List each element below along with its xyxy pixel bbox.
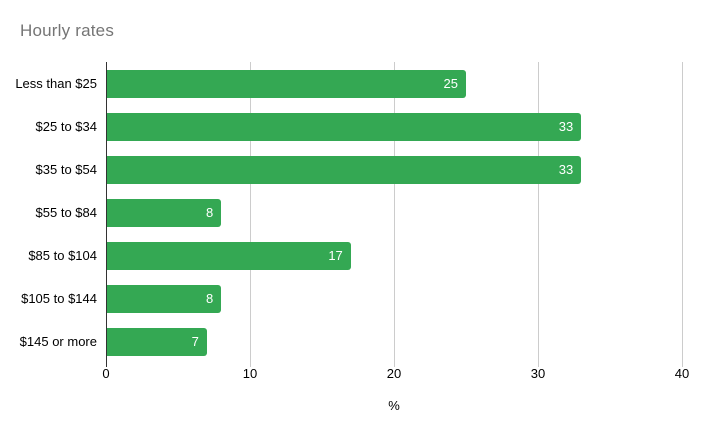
bar-value-label: 7 bbox=[191, 334, 199, 349]
bar-rows: Less than $25 25 $25 to $34 33 $35 to $54 33 $… bbox=[0, 62, 682, 363]
bar[interactable]: 25 bbox=[106, 69, 466, 98]
bar-row: $85 to $104 17 bbox=[0, 234, 682, 277]
gridline bbox=[682, 62, 683, 367]
x-tick-label: 40 bbox=[674, 366, 690, 381]
x-tick-label: 10 bbox=[242, 366, 258, 381]
chart-title: Hourly rates bbox=[20, 21, 115, 40]
x-tick-label: 30 bbox=[530, 366, 546, 381]
bar-row: $145 or more 7 bbox=[0, 320, 682, 363]
bar[interactable]: 17 bbox=[106, 241, 351, 270]
bar-row: $25 to $34 33 bbox=[0, 105, 682, 148]
bar[interactable]: 8 bbox=[106, 198, 222, 227]
x-tick-label: 20 bbox=[386, 366, 402, 381]
gridline bbox=[394, 62, 395, 367]
category-label: $55 to $84 bbox=[35, 205, 97, 220]
grid-layer bbox=[106, 62, 683, 367]
bar-value-label: 8 bbox=[205, 205, 214, 220]
gridline bbox=[538, 62, 539, 367]
bar-row: $105 to $144 8 bbox=[0, 277, 682, 320]
bar-row: $55 to $84 8 bbox=[0, 191, 682, 234]
bar-value-label: 25 bbox=[443, 76, 458, 91]
bar-value-label: 33 bbox=[558, 119, 574, 134]
bar-value-label: 8 bbox=[205, 291, 214, 306]
bar-row: Less than $25 25 bbox=[0, 62, 682, 105]
bar[interactable]: 8 bbox=[106, 284, 222, 313]
x-tick-label: 0 bbox=[102, 366, 110, 381]
gridline bbox=[250, 62, 251, 367]
category-label: $105 to $144 bbox=[21, 291, 97, 306]
bar[interactable]: 33 bbox=[106, 112, 582, 141]
bar-value-label: 17 bbox=[328, 248, 343, 263]
x-axis-title: % bbox=[388, 398, 400, 413]
category-label: $25 to $34 bbox=[35, 119, 97, 134]
bar-value-label: 33 bbox=[558, 162, 574, 177]
bar[interactable]: 33 bbox=[106, 155, 582, 184]
category-label: Less than $25 bbox=[15, 76, 97, 91]
bar[interactable]: 7 bbox=[106, 327, 207, 356]
category-label: $145 or more bbox=[19, 334, 97, 349]
bar-row: $35 to $54 33 bbox=[0, 148, 682, 191]
category-label: $85 to $104 bbox=[28, 248, 97, 263]
category-label: $35 to $54 bbox=[35, 162, 97, 177]
y-axis-line bbox=[106, 62, 107, 367]
